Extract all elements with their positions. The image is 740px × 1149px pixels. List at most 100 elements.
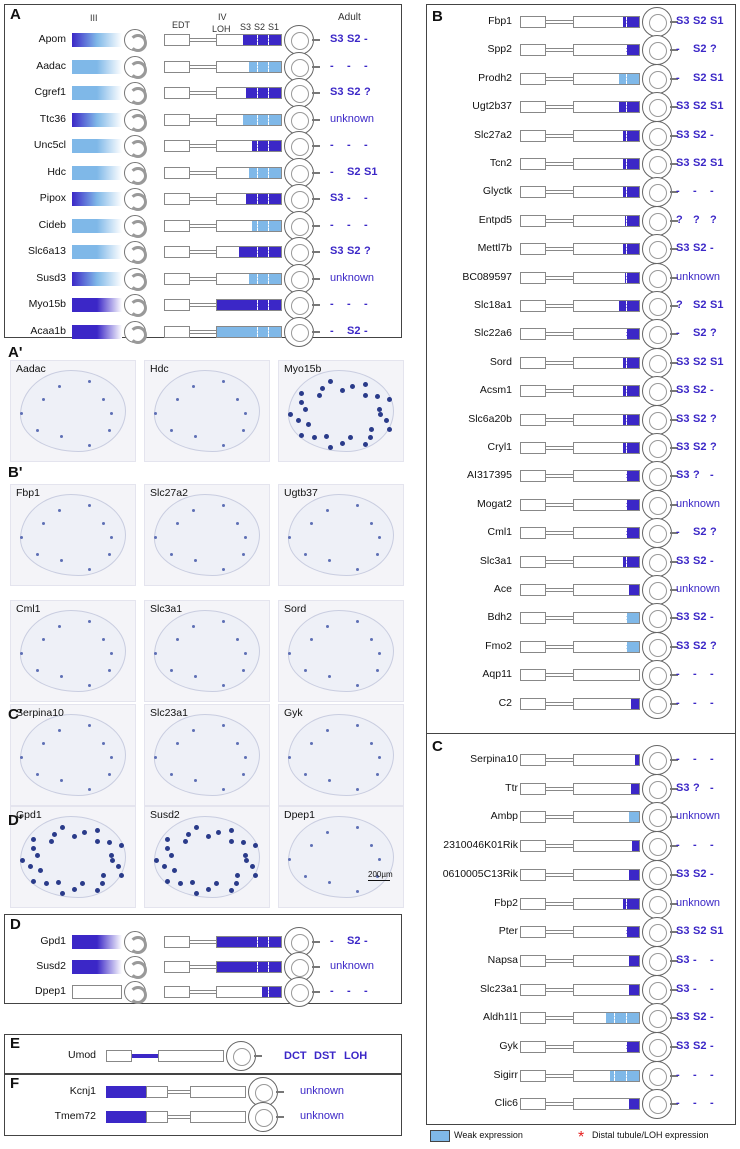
a-row-3-tube-right [215, 113, 282, 126]
bprime-img-r2-2-stain-1 [376, 668, 380, 672]
dprime-img-1-stain-17 [164, 837, 170, 843]
header-s2: S2 [254, 22, 266, 32]
cprime-img-1-stain-6 [175, 741, 179, 745]
cprime-img-0-stain-6 [41, 741, 45, 745]
b-row-2-tube-neck [546, 76, 573, 81]
b-row-24-adult-1: - [693, 696, 697, 709]
dprime-img-1-stain-13 [162, 864, 168, 870]
bprime-img-r1-0-stain-3 [60, 558, 64, 562]
b-row-15-adult-0: S3 [676, 441, 690, 453]
c-row-5-tube-dash1 [614, 898, 616, 909]
b-row-23-tube-right [572, 669, 640, 682]
a-row-7-glomerulus [284, 210, 314, 241]
dprime-img-1-label: Susd2 [150, 809, 180, 821]
c-row-1-tube-dash1 [614, 783, 616, 794]
d-row-0-tube-fill [216, 937, 281, 947]
b-row-16-adult-2: - [710, 469, 714, 482]
c-row-12-stem [670, 1103, 678, 1106]
bprime-img-r1-1-stain-4 [169, 552, 173, 556]
a-row-1-tube-left [164, 60, 190, 73]
c-row-0-tube-neck [546, 758, 573, 762]
b-row-9-glomerulus [642, 262, 672, 293]
b-row-7-tube-fill [624, 215, 639, 226]
c-row-1-glomerulus [642, 773, 672, 804]
b-row-11-tube-neck [546, 332, 573, 337]
b-row-6-tube-left [520, 186, 547, 199]
d-row-0-tube-left [164, 936, 190, 948]
aprime-img-1-stain-6 [175, 397, 179, 401]
c-row-11-adult-1: - [693, 1068, 697, 1081]
b-row-16-tube-fill [625, 471, 639, 482]
c-row-12-tube-dash2 [625, 1099, 627, 1110]
b-row-9-tube-dash2 [625, 272, 627, 283]
a-row-2-stem [312, 92, 320, 94]
d-row-1-tube-right [215, 961, 282, 973]
f-row-1-unknown: unknown [300, 1110, 345, 1122]
c-row-12-gene: Clic6 [494, 1097, 518, 1110]
dprime-img-1-stain-18 [182, 839, 188, 845]
dprime-img-0-stain-2 [119, 872, 125, 878]
b-row-4-glomerulus [642, 120, 672, 151]
legend-red-text: Distal tubule/LOH expression [592, 1130, 709, 1140]
b-row-16-adult-1: ? [693, 469, 700, 482]
b-row-19-adult-0: S3 [676, 554, 690, 567]
bprime-img-r2-0-stain-3 [60, 674, 64, 678]
b-row-14-tube-dash2 [625, 414, 627, 425]
b-row-3-glomerulus [642, 92, 672, 123]
d-row-0-gene: Gpd1 [40, 935, 66, 947]
dprime-img-2-stain-7 [326, 830, 330, 834]
b-row-10-adult-2: S1 [710, 299, 724, 311]
dprime-img-1-stain-21 [206, 834, 211, 839]
c-row-8-tube-left [520, 983, 547, 996]
bprime-img-r1-1-stain-2 [222, 567, 226, 571]
b-row-13-stem [670, 390, 678, 393]
b-row-18-tube-fill [625, 528, 639, 539]
panel-c-label: C [432, 738, 443, 755]
bprime-img-r2-1-stain-4 [169, 668, 173, 672]
dprime-img-0-stain-23 [94, 827, 100, 833]
dprime-img-0-stain-22 [82, 829, 87, 835]
b-row-9-tube-dash1 [614, 272, 616, 283]
a-row-0-adult-0: S3 [330, 33, 344, 45]
c-row-7-adult-0: S3 [676, 953, 690, 966]
b-row-11-adult-2: ? [710, 327, 717, 340]
b-row-14-adult-2: ? [710, 412, 717, 425]
b-row-1-tube-dash2 [625, 45, 627, 56]
c-row-1-tube-right [572, 782, 640, 795]
f-row-1-glomerulus [248, 1102, 278, 1132]
b-row-11-tube-dash1 [614, 329, 616, 340]
a-row-4-tube-dash2 [268, 141, 270, 151]
a-row-9-unknown: unknown [330, 271, 375, 284]
b-row-22-stem [670, 645, 678, 648]
bprime-img-r2-2-stain-8 [356, 620, 360, 624]
a-row-6-gene: Pipox [39, 192, 66, 204]
a-row-9-iii-crescent [124, 267, 147, 291]
b-row-0-gene: Fbp1 [488, 15, 512, 27]
a-row-7-stem [312, 224, 320, 227]
bprime-img-r1-2-stain-8 [356, 504, 360, 508]
a-row-1-tube-dash2 [268, 61, 270, 72]
cprime-img-0-stain-3 [60, 778, 64, 782]
b-row-19-tube-right [572, 555, 640, 568]
a-row-7-tube-left [164, 219, 190, 232]
a-row-8-tube-dash2 [268, 247, 270, 257]
b-row-5-tube-right [572, 158, 640, 170]
c-row-6-adult-0: S3 [676, 925, 690, 938]
a-row-5-tube-fill [248, 167, 281, 178]
c-row-9-adult-2: - [710, 1011, 714, 1024]
aprime-img-2-stain-13 [296, 418, 302, 424]
b-row-17-stem [670, 503, 678, 506]
b-row-18-tube-dash1 [614, 528, 616, 539]
a-row-8-glomerulus [284, 237, 314, 267]
dprime-img-1-stain-20 [194, 825, 200, 831]
d-row-2-adult-0: - [330, 985, 334, 997]
c-row-6-adult-2: S1 [710, 925, 724, 938]
b-row-0-tube-dash1 [614, 17, 616, 27]
b-row-8-adult-0: S3 [676, 242, 690, 255]
b-row-7-adult-1: ? [693, 213, 700, 226]
b-row-3-adult-1: S2 [693, 100, 707, 113]
bprime-img-r1-1-label: Slc27a2 [150, 487, 188, 499]
c-row-7-tube-dash2 [625, 955, 627, 966]
d-row-2-tube-dash2 [268, 987, 270, 997]
c-row-12-adult-1: - [693, 1097, 697, 1110]
